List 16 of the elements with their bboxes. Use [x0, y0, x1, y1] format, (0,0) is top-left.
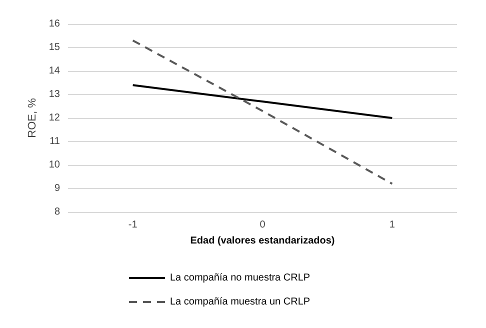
x-tick-label: 0 — [260, 220, 266, 230]
y-tick-label: 14 — [48, 66, 60, 76]
y-tick-label: 15 — [48, 42, 60, 53]
y-tick-label: 8 — [54, 206, 60, 218]
y-tick-label: 12 — [48, 112, 60, 124]
y-tick-label: 11 — [50, 136, 60, 147]
x-axis-title: Edad (valores estandarizados) — [190, 236, 335, 246]
y-tick-label: 16 — [48, 18, 60, 30]
x-tick-label: -1 — [128, 220, 138, 230]
y-tick-label: 13 — [48, 89, 60, 100]
legend-label: La compañía no muestra CRLP — [170, 272, 310, 284]
y-tick-label: 9 — [54, 183, 60, 194]
x-tick-label: 1 — [389, 220, 396, 230]
y-axis-title: ROE, % — [26, 98, 38, 138]
y-tick-label: 10 — [48, 160, 60, 170]
legend-label: La compañía muestra un CRLP — [170, 296, 310, 308]
